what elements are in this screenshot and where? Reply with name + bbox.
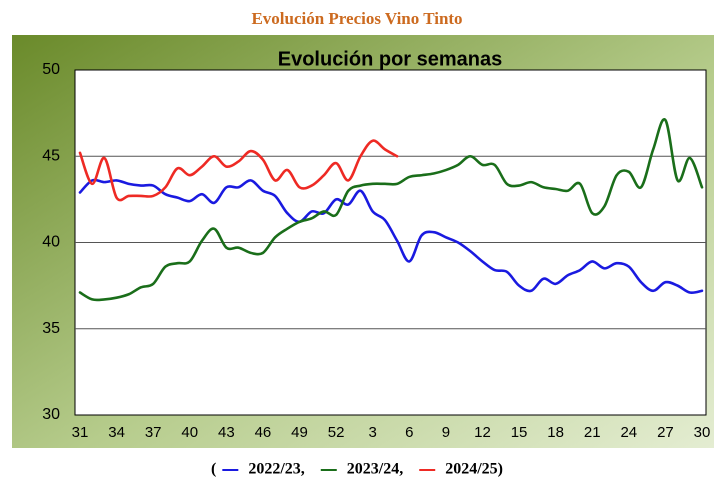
- x-tick-label: 15: [511, 424, 528, 441]
- series-line: [78, 139, 399, 202]
- x-tick-label: 31: [72, 424, 89, 441]
- x-tick-label: 43: [218, 424, 235, 441]
- series-line: [78, 118, 704, 302]
- legend: (2022/23, 2023/24, 2024/25): [211, 461, 503, 478]
- y-tick-label: 40: [42, 234, 60, 251]
- page-title: Evolución Precios Vino Tinto: [251, 9, 462, 28]
- x-tick-label: 18: [547, 424, 564, 441]
- legend-text: 2022/23: [248, 461, 300, 478]
- series-line: [78, 178, 704, 295]
- x-tick-label: 21: [584, 424, 601, 441]
- x-tick-label: 37: [145, 424, 162, 441]
- x-tick-label: 40: [181, 424, 198, 441]
- x-tick-label: 24: [620, 424, 637, 441]
- legend-text: 2023/24: [347, 461, 399, 478]
- x-tick-label: 52: [328, 424, 345, 441]
- x-tick-label: 3: [369, 424, 377, 441]
- chart-title: Evolución por semanas: [278, 48, 503, 70]
- x-tick-label: 49: [291, 424, 308, 441]
- legend-text: ,: [399, 461, 403, 478]
- legend-text: ,: [301, 461, 305, 478]
- x-tick-label: 27: [657, 424, 674, 441]
- y-tick-label: 45: [42, 147, 60, 164]
- y-tick-label: 30: [42, 406, 60, 423]
- x-tick-label: 6: [405, 424, 413, 441]
- x-tick-label: 12: [474, 424, 491, 441]
- y-tick-label: 50: [42, 61, 60, 78]
- y-tick-label: 35: [42, 320, 60, 337]
- x-tick-label: 30: [694, 424, 711, 441]
- legend-text: (: [211, 461, 216, 478]
- legend-text: ): [498, 461, 503, 478]
- x-tick-label: 46: [255, 424, 272, 441]
- x-tick-label: 34: [108, 424, 125, 441]
- legend-text: 2024/25: [445, 461, 497, 478]
- x-tick-label: 9: [442, 424, 450, 441]
